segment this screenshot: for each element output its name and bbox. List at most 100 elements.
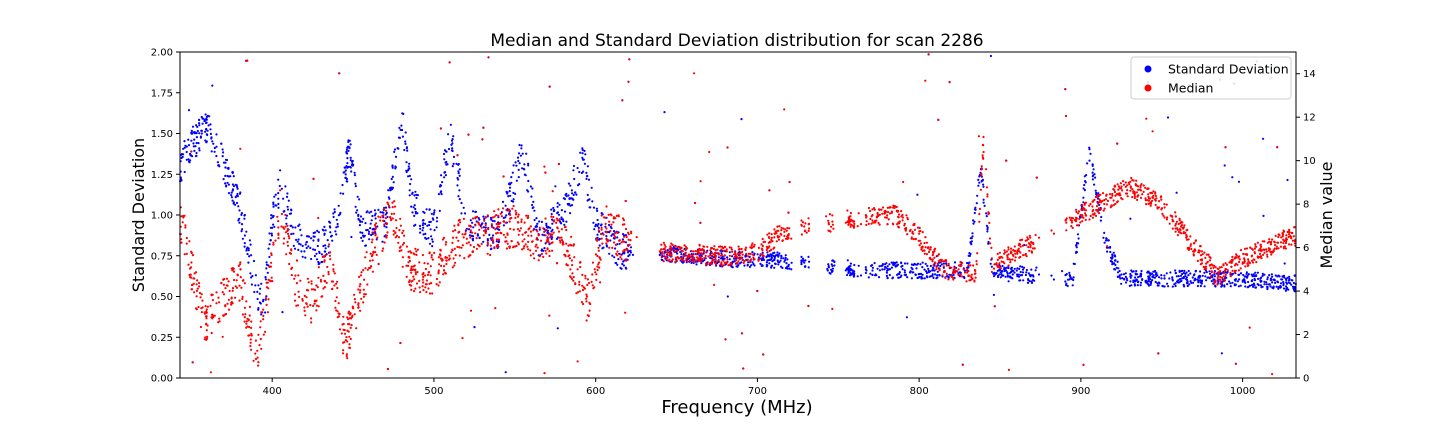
data-point	[945, 272, 948, 275]
data-point	[923, 268, 926, 271]
data-point	[401, 231, 404, 235]
data-point	[878, 265, 881, 268]
data-point	[180, 178, 183, 181]
data-point	[594, 271, 597, 274]
data-point	[335, 282, 338, 285]
data-point	[706, 245, 709, 248]
data-point	[355, 211, 358, 214]
data-point	[1244, 265, 1247, 268]
data-point	[445, 160, 448, 164]
data-point	[546, 247, 549, 250]
data-point	[504, 204, 507, 207]
data-point	[316, 229, 319, 232]
data-point	[245, 230, 248, 233]
data-point	[482, 240, 485, 243]
data-point	[760, 259, 764, 262]
data-point	[951, 272, 955, 275]
data-point	[514, 209, 517, 212]
data-point	[774, 230, 777, 233]
data-point	[1132, 280, 1135, 284]
data-point	[281, 311, 284, 314]
data-point	[180, 238, 183, 241]
data-point	[1085, 174, 1088, 177]
data-point	[848, 215, 851, 218]
data-point	[578, 280, 581, 283]
data-point	[1114, 263, 1117, 266]
data-point	[290, 209, 293, 212]
data-point	[439, 257, 443, 260]
data-point	[1213, 271, 1216, 274]
data-point	[1224, 146, 1227, 149]
data-point	[379, 211, 382, 214]
data-point	[912, 224, 915, 227]
data-point	[475, 237, 478, 240]
data-point	[876, 267, 879, 270]
data-point	[460, 246, 463, 249]
data-point	[209, 371, 212, 374]
data-point	[1160, 198, 1163, 201]
data-point	[454, 229, 457, 232]
data-point	[405, 275, 408, 278]
data-point	[967, 269, 970, 273]
data-point	[567, 244, 570, 247]
data-point	[337, 204, 340, 207]
data-point	[353, 174, 356, 177]
data-point	[805, 231, 808, 234]
data-point	[1282, 230, 1286, 233]
data-point	[200, 132, 203, 135]
data-point	[557, 162, 561, 166]
data-point	[853, 274, 856, 277]
data-point	[585, 297, 588, 300]
data-point	[425, 290, 428, 294]
data-point	[807, 255, 810, 258]
data-point	[433, 209, 436, 212]
data-point	[677, 257, 680, 260]
data-point	[374, 233, 377, 236]
data-point	[1245, 276, 1249, 279]
data-point	[227, 308, 231, 311]
data-point	[405, 264, 408, 267]
data-point	[1118, 194, 1121, 197]
data-point	[296, 304, 300, 307]
data-point	[1239, 249, 1243, 252]
data-point	[1005, 269, 1008, 272]
data-point	[324, 254, 327, 257]
data-point	[947, 278, 950, 281]
data-point	[1279, 284, 1282, 288]
data-point	[505, 247, 508, 250]
data-point	[867, 276, 870, 279]
data-point	[194, 307, 198, 310]
data-point	[948, 266, 951, 269]
data-point	[726, 256, 729, 259]
data-point	[295, 238, 298, 241]
data-point	[618, 242, 621, 245]
data-point	[1229, 275, 1232, 278]
data-point	[478, 223, 481, 226]
data-point	[985, 212, 988, 215]
data-point	[416, 212, 419, 215]
data-point	[670, 259, 673, 262]
data-point	[457, 239, 460, 242]
data-point	[1292, 235, 1295, 238]
data-point	[620, 258, 623, 261]
data-point	[491, 226, 494, 229]
data-point	[736, 262, 739, 265]
data-point	[871, 219, 874, 222]
data-point	[1105, 203, 1108, 206]
data-point	[625, 248, 628, 251]
data-point	[502, 220, 505, 223]
data-point	[518, 162, 521, 165]
data-point	[783, 230, 786, 233]
data-point	[1191, 276, 1194, 279]
data-point	[357, 214, 360, 217]
data-point	[224, 158, 228, 161]
data-point	[312, 231, 315, 235]
data-point	[1259, 247, 1262, 250]
data-point	[940, 263, 943, 266]
data-point	[565, 263, 568, 266]
data-point	[800, 224, 803, 227]
data-point	[523, 173, 527, 176]
data-point	[709, 254, 712, 257]
data-point	[412, 206, 415, 209]
data-point	[400, 124, 403, 127]
